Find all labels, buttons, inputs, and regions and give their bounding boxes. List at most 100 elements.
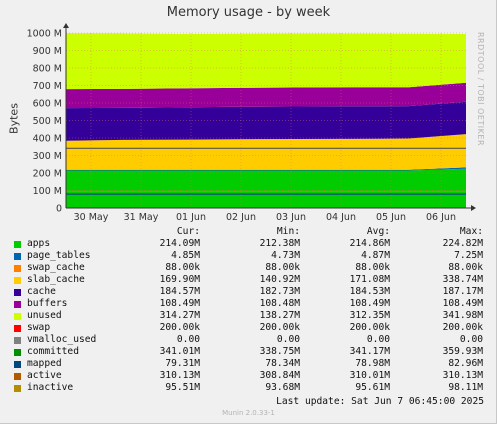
legend-max: 338.74M — [442, 274, 483, 285]
legend-avg: 341.17M — [349, 346, 390, 357]
legend-row-cache: cache 184.57M 182.73M 184.53M 187.17M — [0, 286, 497, 298]
memory-area-chart: 0 100 M 200 M 300 M 400 M 500 M 600 M 700 M 800 … — [27, 23, 476, 223]
legend-cur: 169.90M — [159, 274, 200, 285]
header-max: Max: — [459, 226, 483, 237]
legend-swatch — [14, 265, 21, 272]
area-apps — [66, 168, 466, 208]
legend-row-vmalloc_used: vmalloc_used 0.00 0.00 0.00 0.00 — [0, 334, 497, 346]
legend-min: 200.00k — [259, 322, 300, 333]
legend-row-active: active 310.13M 308.84M 310.01M 310.13M — [0, 370, 497, 382]
header-min: Min: — [276, 226, 300, 237]
legend-avg: 310.01M — [349, 370, 390, 381]
legend-swatch — [14, 241, 21, 248]
x-tick-label: 02 Jun — [226, 212, 256, 223]
legend-max: 98.11M — [448, 382, 483, 393]
header-cur: Cur: — [176, 226, 200, 237]
legend-name: page_tables — [27, 250, 91, 261]
legend-cur: 0.00 — [176, 334, 200, 345]
legend-row-unused: unused 314.27M 138.27M 312.35M 341.98M — [0, 310, 497, 322]
legend-row-swap: swap 200.00k 200.00k 200.00k 200.00k — [0, 322, 497, 334]
legend-min: 0.00 — [276, 334, 300, 345]
legend-avg: 200.00k — [349, 322, 390, 333]
legend-cur: 88.00k — [165, 262, 200, 273]
legend-min: 88.00k — [265, 262, 300, 273]
x-tick-label: 04 Jun — [326, 212, 356, 223]
legend-min: 78.34M — [265, 358, 300, 369]
y-tick-label: 1000 M — [27, 29, 62, 40]
legend-row-inactive: inactive 95.51M 93.68M 95.61M 98.11M — [0, 382, 497, 394]
legend-cur: 341.01M — [159, 346, 200, 357]
y-tick-label: 500 M — [33, 116, 62, 127]
legend-name: swap — [27, 322, 51, 333]
y-tick-label: 300 M — [33, 151, 62, 162]
axes: 0 100 M 200 M 300 M 400 M 500 M 600 M 700 M 800 … — [27, 23, 476, 223]
legend-row-mapped: mapped 79.31M 78.34M 78.98M 82.96M — [0, 358, 497, 370]
legend-row-committed: committed 341.01M 338.75M 341.17M 359.93M — [0, 346, 497, 358]
legend-swatch — [14, 253, 21, 260]
legend-swatch — [14, 373, 21, 380]
legend-cur: 79.31M — [165, 358, 200, 369]
legend-cur: 214.09M — [159, 238, 200, 249]
legend-min: 140.92M — [259, 274, 300, 285]
legend-max: 200.00k — [442, 322, 483, 333]
y-tick-label: 600 M — [33, 99, 62, 110]
legend-swatch — [14, 349, 21, 356]
legend-avg: 184.53M — [349, 286, 390, 297]
legend-cur: 184.57M — [159, 286, 200, 297]
legend-max: 341.98M — [442, 310, 483, 321]
legend-name: active — [27, 370, 62, 381]
legend-min: 308.84M — [259, 370, 300, 381]
legend-name: committed — [27, 346, 79, 357]
header-avg: Avg: — [366, 226, 390, 237]
legend-min: 338.75M — [259, 346, 300, 357]
area-unused — [66, 33, 466, 90]
legend-name: buffers — [27, 298, 68, 309]
legend-swatch — [14, 325, 21, 332]
legend-avg: 214.86M — [349, 238, 390, 249]
legend-name: slab_cache — [27, 274, 85, 285]
legend-name: mapped — [27, 358, 62, 369]
legend-name: inactive — [27, 382, 74, 393]
legend-avg: 4.87M — [361, 250, 390, 261]
rrdtool-credit: RRDTOOL / TOBI OETIKER — [476, 32, 485, 147]
legend-swatch — [14, 313, 21, 320]
legend-row-page_tables: page_tables 4.85M 4.73M 4.87M 7.25M — [0, 250, 497, 262]
y-tick-label: 800 M — [33, 64, 62, 75]
legend-cur: 200.00k — [159, 322, 200, 333]
last-update: Last update: Sat Jun 7 06:45:00 2025 — [276, 396, 484, 407]
legend-cur: 108.49M — [159, 298, 200, 309]
legend-name: unused — [27, 310, 62, 321]
legend-swatch — [14, 289, 21, 296]
y-tick-label: 700 M — [33, 81, 62, 92]
legend-row-buffers: buffers 108.49M 108.48M 108.49M 108.49M — [0, 298, 497, 310]
y-tick-label: 900 M — [33, 46, 62, 57]
legend-max: 187.17M — [442, 286, 483, 297]
legend-name: swap_cache — [27, 262, 85, 273]
legend-swatch — [14, 361, 21, 368]
munin-version: Munin 2.0.33-1 — [222, 409, 275, 417]
legend-max: 7.25M — [454, 250, 483, 261]
legend-avg: 78.98M — [355, 358, 390, 369]
y-tick-label: 100 M — [33, 186, 62, 197]
y-tick-label: 0 — [56, 204, 62, 215]
legend-cur: 314.27M — [159, 310, 200, 321]
legend-max: 108.49M — [442, 298, 483, 309]
legend-name: vmalloc_used — [27, 334, 97, 345]
legend-max: 310.13M — [442, 370, 483, 381]
legend-min: 212.38M — [259, 238, 300, 249]
x-tick-label: 01 Jun — [176, 212, 206, 223]
legend-max: 0.00 — [459, 334, 483, 345]
x-tick-label: 30 May — [74, 212, 109, 223]
legend-row-swap_cache: swap_cache 88.00k 88.00k 88.00k 88.00k — [0, 262, 497, 274]
legend-cur: 4.85M — [171, 250, 200, 261]
legend-avg: 95.61M — [355, 382, 390, 393]
x-tick-label: 31 May — [124, 212, 159, 223]
legend-min: 138.27M — [259, 310, 300, 321]
legend-name: apps — [27, 238, 51, 249]
legend-avg: 312.35M — [349, 310, 390, 321]
legend-min: 182.73M — [259, 286, 300, 297]
x-axis-arrow — [471, 205, 476, 211]
legend-max: 82.96M — [448, 358, 483, 369]
legend-name: cache — [27, 286, 56, 297]
x-tick-label: 05 Jun — [376, 212, 406, 223]
